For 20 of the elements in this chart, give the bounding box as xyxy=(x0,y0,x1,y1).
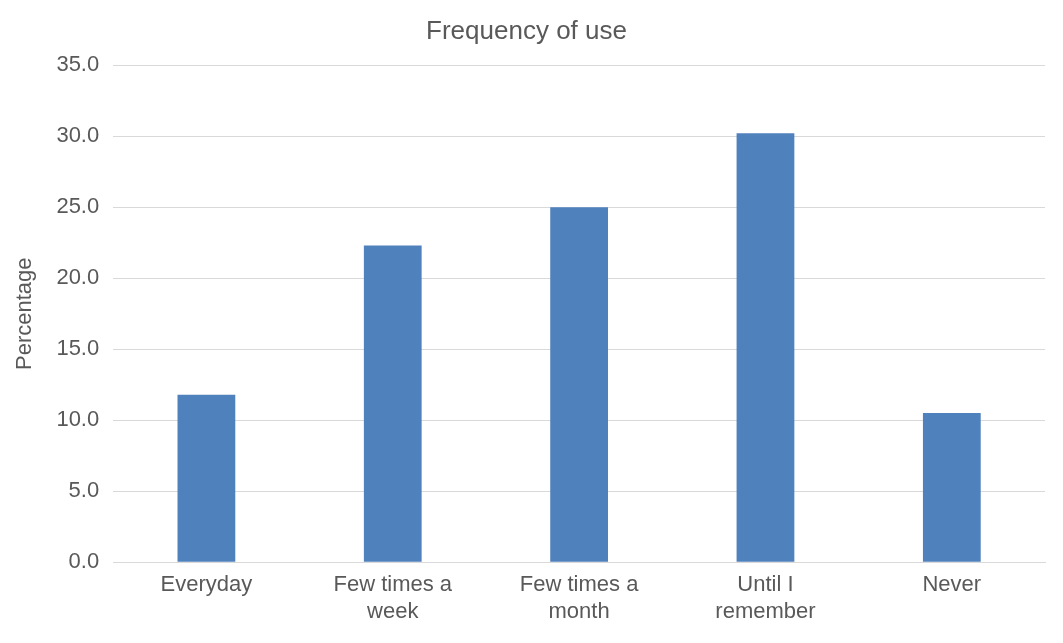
bar xyxy=(736,133,795,562)
y-tick-label: 15.0 xyxy=(56,335,100,361)
bar xyxy=(177,394,236,562)
y-tick-label: 10.0 xyxy=(56,406,100,432)
x-tick-label: Never xyxy=(922,571,982,597)
chart-title: Frequency of use xyxy=(426,14,627,45)
y-tick-label: 5.0 xyxy=(68,477,100,503)
bar xyxy=(363,245,422,562)
x-tick-label: Few times a week xyxy=(333,571,453,623)
y-tick-label: 30.0 xyxy=(56,122,100,148)
x-tick-label: Until I remember xyxy=(715,571,816,623)
y-tick-label: 35.0 xyxy=(56,51,100,77)
y-tick-label: 25.0 xyxy=(56,193,100,219)
x-tick-label: Few times a month xyxy=(519,571,640,623)
bar xyxy=(922,413,981,562)
y-axis-title: Percentage xyxy=(11,257,37,370)
y-tick-label: 20.0 xyxy=(56,264,100,290)
x-tick-label: Everyday xyxy=(160,571,253,597)
y-tick-label: 0.0 xyxy=(68,548,100,574)
bar xyxy=(550,207,608,562)
